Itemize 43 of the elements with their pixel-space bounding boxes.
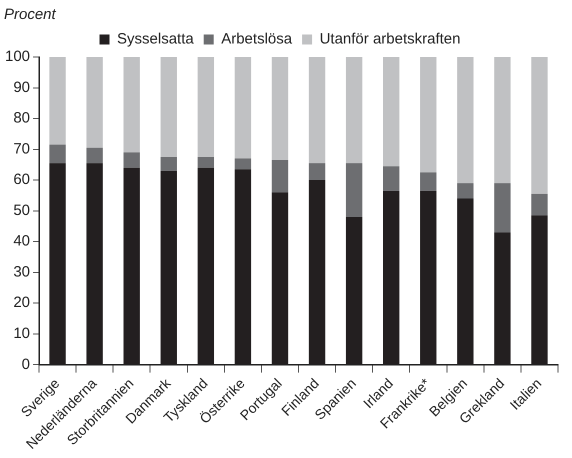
y-tick-label: 10 xyxy=(13,325,30,342)
bar xyxy=(308,57,326,164)
bar xyxy=(494,183,511,232)
y-tick-label: 100 xyxy=(4,48,30,66)
bar xyxy=(49,57,66,145)
bar xyxy=(198,156,214,168)
bar xyxy=(160,156,177,171)
bar xyxy=(234,57,252,159)
bar xyxy=(49,144,66,164)
bar xyxy=(272,160,288,192)
y-tick-label: 30 xyxy=(13,263,30,280)
y-tick-label: 70 xyxy=(13,140,30,158)
y-tick-label: 50 xyxy=(13,202,30,219)
y-axis-title: Procent xyxy=(4,6,56,23)
bar xyxy=(346,57,362,164)
bar xyxy=(86,57,103,148)
y-tick-label: 40 xyxy=(13,232,30,250)
y-tick-label: 60 xyxy=(13,171,30,188)
bar xyxy=(346,163,362,217)
legend-label: Arbetslösa xyxy=(221,30,293,48)
bar xyxy=(494,57,511,184)
y-tick-label: 20 xyxy=(13,294,30,312)
y-tick-label: 80 xyxy=(13,110,30,127)
bar xyxy=(420,172,436,191)
bar xyxy=(198,57,214,157)
bar xyxy=(531,57,548,194)
bar xyxy=(531,194,548,216)
bar xyxy=(420,57,436,172)
bar xyxy=(457,57,474,184)
legend-label: Utanför arbetskraften xyxy=(320,30,460,48)
bar xyxy=(86,148,103,164)
bar xyxy=(382,166,400,191)
y-tick-label: 90 xyxy=(13,78,30,96)
legend-label: Sysselsatta xyxy=(117,30,194,48)
bar xyxy=(272,57,288,160)
bar xyxy=(457,183,474,199)
bar xyxy=(124,57,140,152)
bar xyxy=(382,57,400,166)
bar xyxy=(234,158,252,170)
bar xyxy=(308,163,326,180)
y-tick-label: 0 xyxy=(22,356,30,373)
bar xyxy=(160,57,177,157)
bar xyxy=(124,152,140,168)
